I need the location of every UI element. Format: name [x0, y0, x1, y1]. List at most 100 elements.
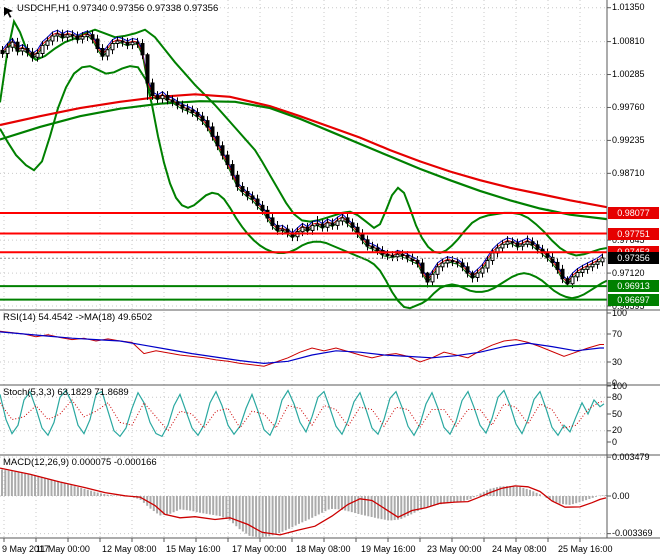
candle: [520, 239, 525, 251]
candle: [440, 258, 445, 272]
candle: [180, 100, 185, 113]
candle: [75, 31, 80, 44]
candle: [435, 262, 440, 279]
candle: [55, 29, 60, 42]
candle: [100, 44, 105, 61]
candle: [460, 258, 465, 272]
candle: [505, 236, 510, 248]
candle: [90, 30, 95, 44]
candle: [325, 218, 330, 232]
candle: [550, 253, 555, 267]
candle: [110, 39, 115, 55]
candle: [155, 91, 160, 104]
candle: [230, 160, 235, 180]
candle: [165, 91, 170, 105]
candle: [270, 213, 275, 230]
candle: [315, 215, 320, 231]
rsi-ma-line: [0, 331, 604, 365]
candle: [130, 37, 135, 50]
bollinger-lower: [0, 65, 607, 310]
candle: [465, 262, 470, 278]
candle: [235, 170, 240, 191]
candle: [65, 30, 70, 42]
candle: [135, 37, 140, 48]
candle: [140, 39, 145, 60]
candle: [340, 213, 345, 226]
candle: [190, 105, 195, 117]
candle: [20, 44, 25, 56]
candle: [525, 235, 530, 248]
ma-slow-red: [0, 93, 607, 209]
candle: [0, 45, 5, 58]
candle: [45, 36, 50, 50]
candle: [350, 218, 355, 232]
time-axis[interactable]: [0, 538, 660, 560]
candle: [455, 257, 460, 268]
candle: [430, 269, 435, 287]
candle: [370, 241, 375, 253]
candle: [475, 268, 480, 282]
candle: [220, 141, 225, 160]
candle: [560, 264, 565, 284]
candle: [345, 213, 350, 228]
candle: [205, 116, 210, 132]
candle: [600, 253, 605, 267]
candle: [150, 78, 155, 100]
candle: [500, 239, 505, 253]
macd-signal-line: [0, 467, 607, 536]
candle: [85, 30, 90, 41]
candle: [50, 31, 55, 46]
candle: [15, 37, 20, 56]
candle: [225, 150, 230, 169]
candle: [30, 47, 35, 62]
candle: [420, 258, 425, 278]
candle: [170, 95, 175, 107]
candle: [250, 191, 255, 204]
candle: [5, 42, 10, 58]
price-axis[interactable]: [607, 0, 660, 538]
candle: [210, 122, 215, 141]
candle: [555, 258, 560, 274]
candle: [10, 37, 15, 52]
candle: [515, 238, 520, 251]
candle: [185, 103, 190, 115]
candle: [580, 264, 585, 277]
candle: [470, 270, 475, 283]
candle: [125, 37, 130, 50]
candle: [255, 194, 260, 210]
candle: [425, 271, 430, 288]
candle: [195, 108, 200, 121]
candle: [25, 44, 30, 57]
candle: [365, 235, 370, 251]
candle: [115, 36, 120, 48]
candle: [330, 218, 335, 230]
candle: [60, 29, 65, 42]
candle: [160, 91, 165, 104]
candle: [245, 187, 250, 201]
candle: [445, 256, 450, 268]
candle: [240, 182, 245, 196]
candle: [480, 263, 485, 278]
candle: [200, 111, 205, 126]
candle: [80, 32, 85, 44]
candle: [510, 237, 515, 248]
candle: [575, 268, 580, 282]
candle: [335, 216, 340, 230]
candle: [215, 131, 220, 151]
candle: [585, 262, 590, 274]
ma-slow-green: [0, 100, 607, 221]
candle: [35, 49, 40, 62]
stoch-main-line: [0, 389, 605, 438]
candle: [40, 40, 45, 58]
candle: [105, 45, 110, 61]
candle: [590, 259, 595, 272]
candle: [120, 36, 125, 47]
candle: [530, 237, 535, 250]
candle: [485, 256, 490, 273]
candle: [70, 30, 75, 41]
candle: [145, 52, 150, 100]
candle: [595, 257, 600, 269]
candle: [320, 219, 325, 232]
